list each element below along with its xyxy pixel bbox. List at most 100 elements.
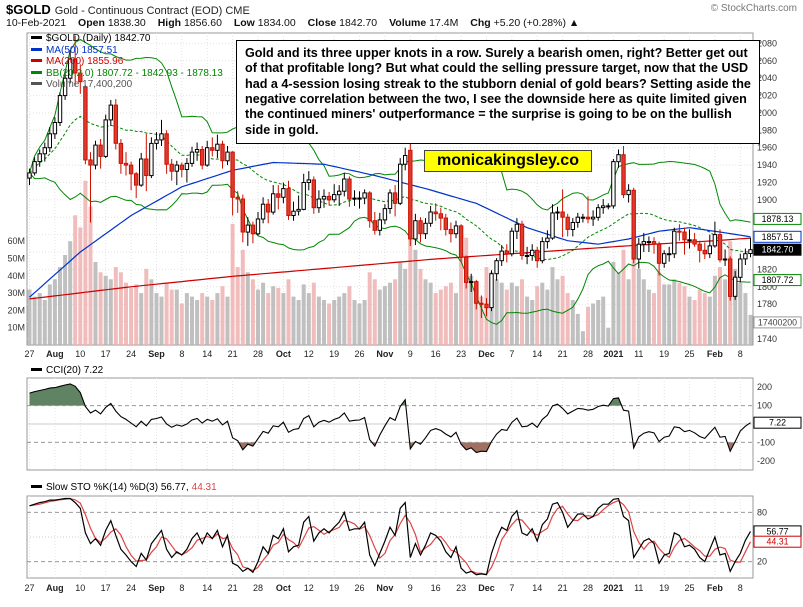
watermark-label: monicakingsley.co xyxy=(424,150,592,172)
svg-text:7.22: 7.22 xyxy=(769,418,786,428)
svg-text:8: 8 xyxy=(179,349,184,359)
svg-text:23: 23 xyxy=(456,349,466,359)
svg-text:16: 16 xyxy=(431,349,441,359)
svg-text:1980: 1980 xyxy=(757,125,777,135)
svg-text:19: 19 xyxy=(659,349,669,359)
symbol-ticker: $GOLD xyxy=(6,2,51,17)
svg-text:14: 14 xyxy=(202,583,212,593)
chart-date: 10-Feb-2021 xyxy=(6,17,67,29)
svg-text:Nov: Nov xyxy=(376,349,393,359)
svg-text:2021: 2021 xyxy=(603,583,623,593)
svg-text:28: 28 xyxy=(253,583,263,593)
svg-text:Dec: Dec xyxy=(478,349,495,359)
svg-text:10M: 10M xyxy=(7,323,25,333)
quote-low: Low 1834.00 xyxy=(233,17,296,29)
svg-text:1900: 1900 xyxy=(757,195,777,205)
svg-text:19: 19 xyxy=(329,349,339,359)
svg-text:1960: 1960 xyxy=(757,143,777,153)
symbol-description: Gold - Continuous Contract (EOD) CME xyxy=(54,5,250,17)
chart-header: $GOLD Gold - Continuous Contract (EOD) CM… xyxy=(0,0,803,30)
svg-text:17: 17 xyxy=(101,349,111,359)
svg-text:-100: -100 xyxy=(757,437,775,447)
svg-text:40M: 40M xyxy=(7,271,25,281)
svg-text:28: 28 xyxy=(253,349,263,359)
svg-text:50M: 50M xyxy=(7,254,25,264)
svg-text:9: 9 xyxy=(408,583,413,593)
svg-text:200: 200 xyxy=(757,382,772,392)
svg-text:2021: 2021 xyxy=(603,349,623,359)
svg-text:19: 19 xyxy=(659,583,669,593)
svg-text:19: 19 xyxy=(329,583,339,593)
svg-text:12: 12 xyxy=(304,583,314,593)
svg-text:14: 14 xyxy=(532,583,542,593)
svg-text:17400200: 17400200 xyxy=(758,317,797,327)
svg-text:56.77: 56.77 xyxy=(766,526,788,536)
annotation-box: Gold and its three upper knots in a row.… xyxy=(236,40,760,145)
svg-text:20: 20 xyxy=(757,557,767,567)
svg-text:Aug: Aug xyxy=(46,349,64,359)
svg-text:21: 21 xyxy=(558,349,568,359)
svg-text:16: 16 xyxy=(431,583,441,593)
volume-bars-icon xyxy=(31,82,42,85)
svg-text:7: 7 xyxy=(509,583,514,593)
svg-text:Feb: Feb xyxy=(707,349,724,359)
svg-text:20M: 20M xyxy=(7,305,25,315)
svg-text:100: 100 xyxy=(757,401,772,411)
svg-text:2020: 2020 xyxy=(757,91,777,101)
svg-text:25: 25 xyxy=(685,583,695,593)
svg-text:60M: 60M xyxy=(7,236,25,246)
svg-text:Nov: Nov xyxy=(376,583,393,593)
svg-text:10: 10 xyxy=(75,583,85,593)
svg-text:2040: 2040 xyxy=(757,73,777,83)
svg-text:1820: 1820 xyxy=(757,264,777,274)
svg-text:25: 25 xyxy=(685,349,695,359)
quote-open: Open 1838.30 xyxy=(78,17,146,29)
gold-series-icon xyxy=(31,36,42,39)
bollinger-line-icon xyxy=(31,70,42,74)
legend-bollinger: BB(20,2.0) 1807.72 - 1842.93 - 1878.13 xyxy=(31,68,223,80)
svg-text:1920: 1920 xyxy=(757,177,777,187)
svg-text:11: 11 xyxy=(634,583,643,593)
header-title-row: $GOLD Gold - Continuous Contract (EOD) CM… xyxy=(6,2,797,17)
quote-close: Close 1842.70 xyxy=(307,17,378,29)
svg-text:23: 23 xyxy=(456,583,466,593)
stochastic-panel-legend: Slow STO %K(14) %D(3) 56.77, 44.31 xyxy=(31,482,217,493)
quote-high: High 1856.60 xyxy=(157,17,222,29)
cci-panel-legend: CCI(20) 7.22 xyxy=(31,365,103,376)
quote-change: Chg +5.20 (+0.28%) ▲ xyxy=(470,17,580,29)
svg-text:44.31: 44.31 xyxy=(766,537,788,547)
ma50-line-icon xyxy=(31,47,42,51)
svg-text:10: 10 xyxy=(75,349,85,359)
svg-text:21: 21 xyxy=(558,583,568,593)
quote-volume: Volume 17.4M xyxy=(389,17,459,29)
svg-text:2080: 2080 xyxy=(757,38,777,48)
svg-text:26: 26 xyxy=(355,583,365,593)
svg-text:17: 17 xyxy=(101,583,111,593)
copyright-text: © StockCharts.com xyxy=(710,3,797,14)
svg-text:14: 14 xyxy=(202,349,212,359)
svg-text:Feb: Feb xyxy=(707,583,724,593)
svg-text:8: 8 xyxy=(738,349,743,359)
svg-text:8: 8 xyxy=(179,583,184,593)
svg-text:Oct: Oct xyxy=(276,583,291,593)
svg-text:Sep: Sep xyxy=(148,349,165,359)
svg-text:-200: -200 xyxy=(757,456,775,466)
legend-volume: Volume 17,400,200 xyxy=(31,79,223,91)
svg-text:24: 24 xyxy=(126,349,136,359)
svg-text:28: 28 xyxy=(583,349,593,359)
svg-text:9: 9 xyxy=(408,349,413,359)
svg-text:Aug: Aug xyxy=(46,583,64,593)
svg-text:2060: 2060 xyxy=(757,56,777,66)
stochastic-line-icon xyxy=(31,485,42,488)
cci-line-icon xyxy=(31,368,42,371)
svg-text:8: 8 xyxy=(738,583,743,593)
svg-text:Sep: Sep xyxy=(148,583,165,593)
svg-text:27: 27 xyxy=(25,583,35,593)
legend-ma50: MA(50) 1857.51 xyxy=(31,45,223,57)
svg-text:21: 21 xyxy=(228,349,238,359)
svg-text:1807.72: 1807.72 xyxy=(762,275,794,285)
svg-text:1780: 1780 xyxy=(757,299,777,309)
svg-text:11: 11 xyxy=(634,349,643,359)
svg-text:27: 27 xyxy=(25,349,35,359)
